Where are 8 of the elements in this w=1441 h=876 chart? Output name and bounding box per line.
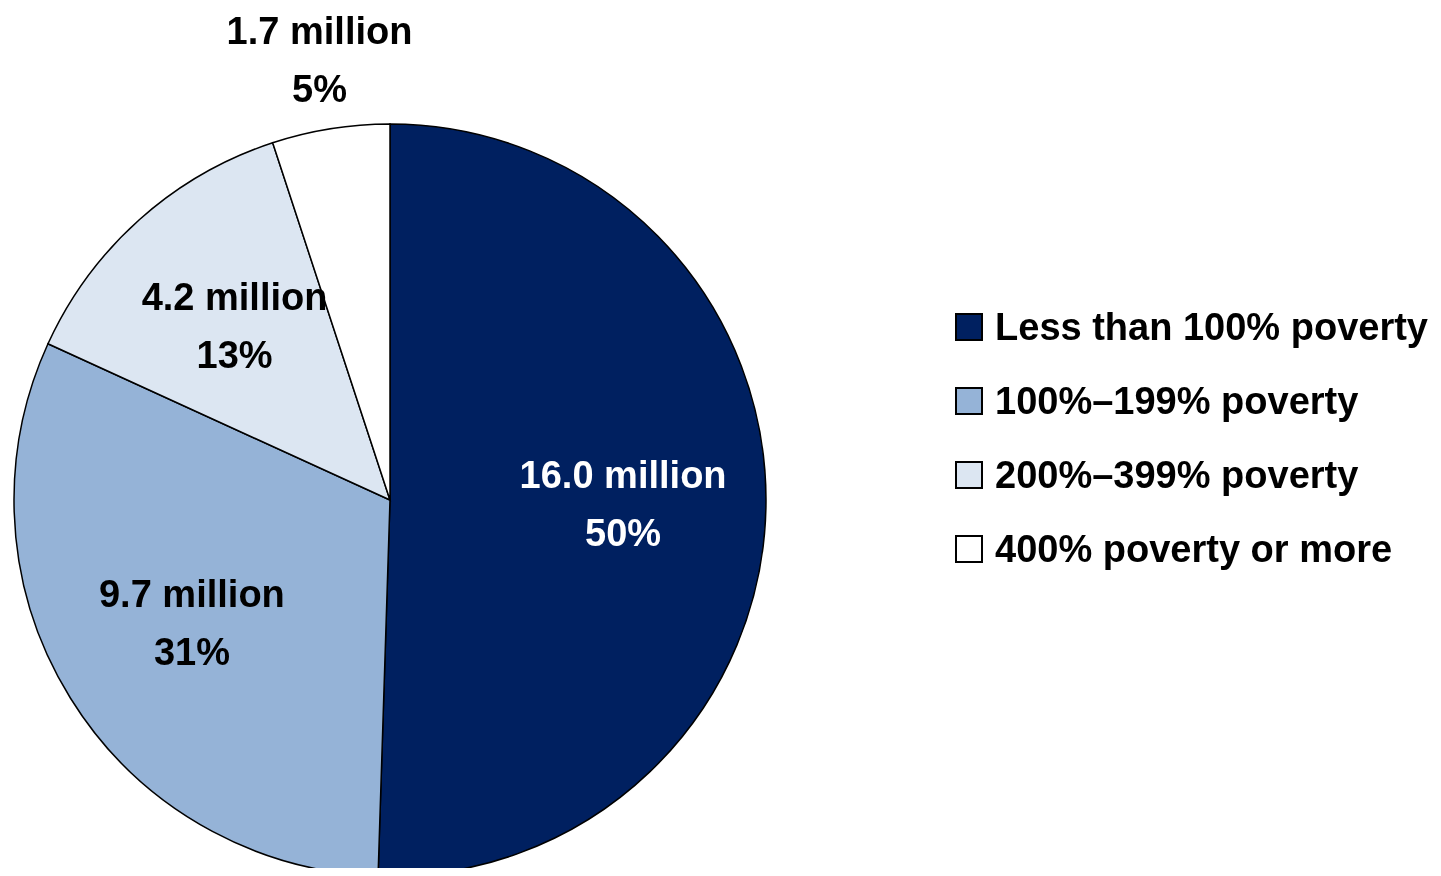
data-label: 4.2 million 13% — [141, 276, 328, 377]
legend-label: 100%–199% poverty — [995, 379, 1359, 423]
data-label: 9.7 million 31% — [99, 572, 285, 673]
legend-label: Less than 100% poverty — [995, 305, 1428, 349]
data-label: 1.7 million 5% — [226, 9, 413, 110]
legend-label: 200%–399% poverty — [995, 453, 1359, 497]
data-label: 16.0 million 50% — [519, 453, 727, 554]
legend-label: 400% poverty or more — [995, 527, 1393, 571]
